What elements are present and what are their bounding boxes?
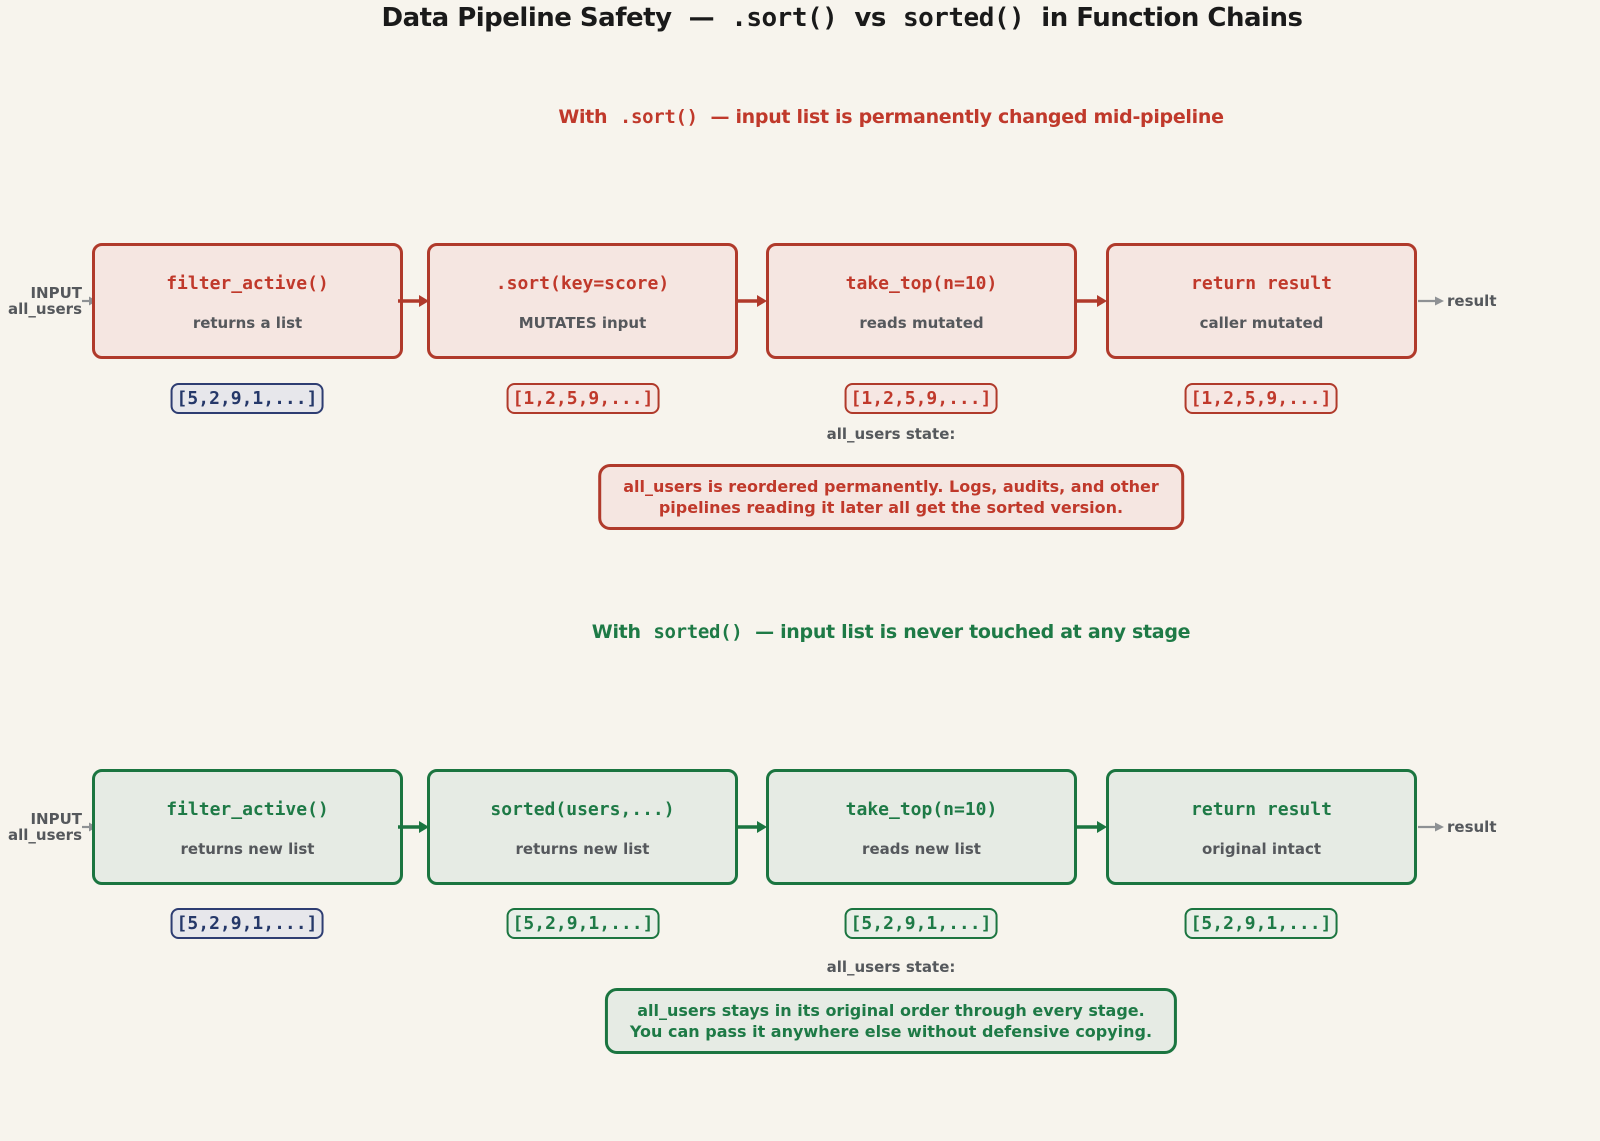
state-chip: [5,2,9,1,...] — [170, 908, 324, 939]
stage-subtitle: caller mutated — [1199, 314, 1324, 332]
flow-arrow-icon — [736, 821, 767, 833]
input-label: INPUT all_users — [4, 811, 82, 843]
state-chip: [5,2,9,1,...] — [506, 908, 660, 939]
flow-arrow-icon — [736, 295, 767, 307]
stage-subtitle: MUTATES input — [518, 314, 647, 332]
flow-arrow-icon — [398, 821, 429, 833]
callout-line2: pipelines reading it later all get the s… — [658, 498, 1124, 517]
stage-title: sorted(users,...) — [490, 799, 675, 820]
stage-title: filter_active() — [166, 273, 329, 294]
input-label-line2: all_users — [7, 826, 82, 844]
state-caption: all_users state: — [826, 425, 956, 443]
heading-text: — input list is permanently changed mid-… — [697, 106, 1224, 128]
flow-arrow-icon — [398, 295, 429, 307]
state-chip: [5,2,9,1,...] — [1184, 908, 1338, 939]
callout-sort-warning: all_users is reordered permanently. Logs… — [598, 464, 1184, 530]
heading-text: — input list is never touched at any sta… — [742, 621, 1191, 643]
flow-arrow-icon — [1076, 821, 1107, 833]
stage-title: return result — [1191, 273, 1332, 294]
input-label-line2: all_users — [7, 300, 82, 318]
stage-subtitle: original intact — [1201, 840, 1322, 858]
stage-box-filter-active: filter_active() returns a list — [92, 243, 403, 359]
callout-line1: all_users is reordered permanently. Logs… — [623, 477, 1159, 496]
section-heading-sorted: With sorted() — input list is never touc… — [591, 621, 1191, 643]
result-arrow-icon — [1418, 296, 1444, 306]
flow-arrow-icon — [1076, 295, 1107, 307]
result-arrow-icon — [1418, 822, 1444, 832]
callout-line1: all_users stays in its original order th… — [637, 1001, 1145, 1020]
heading-text: With — [591, 621, 654, 643]
stage-title: return result — [1191, 799, 1332, 820]
stage-box-return-result: return result caller mutated — [1106, 243, 1417, 359]
stage-box-sorted: sorted(users,...) returns new list — [427, 769, 738, 885]
callout-sorted-safe: all_users stays in its original order th… — [604, 988, 1178, 1054]
state-chip: [1,2,5,9,...] — [1184, 383, 1338, 414]
state-chip: [5,2,9,1,...] — [844, 908, 998, 939]
title-text: in Function Chains — [1024, 3, 1303, 33]
stage-subtitle: reads mutated — [859, 314, 984, 332]
page-title: Data Pipeline Safety — .sort() vs sorted… — [382, 3, 1303, 33]
stage-subtitle: returns new list — [515, 840, 650, 858]
result-label: result — [1447, 818, 1497, 836]
title-code-sorted: sorted() — [902, 3, 1025, 33]
stage-box-take-top: take_top(n=10) reads new list — [766, 769, 1077, 885]
stage-title: filter_active() — [166, 799, 329, 820]
input-label-line1: INPUT — [30, 810, 82, 828]
input-label: INPUT all_users — [4, 285, 82, 317]
title-text: Data Pipeline Safety — — [381, 3, 732, 33]
title-text: vs — [837, 3, 903, 33]
stage-box-filter-active: filter_active() returns new list — [92, 769, 403, 885]
result-label: result — [1447, 292, 1497, 310]
input-label-line1: INPUT — [30, 284, 82, 302]
state-chip: [5,2,9,1,...] — [170, 383, 324, 414]
stage-title: take_top(n=10) — [845, 273, 998, 294]
title-code-sort: .sort() — [731, 3, 838, 33]
state-caption: all_users state: — [826, 958, 956, 976]
stage-subtitle: returns a list — [192, 314, 303, 332]
heading-code: .sort() — [619, 106, 698, 128]
stage-box-take-top: take_top(n=10) reads mutated — [766, 243, 1077, 359]
stage-subtitle: returns new list — [180, 840, 315, 858]
stage-title: .sort(key=score) — [495, 273, 670, 294]
stage-box-sort: .sort(key=score) MUTATES input — [427, 243, 738, 359]
section-heading-sort: With .sort() — input list is permanently… — [558, 106, 1224, 128]
stage-box-return-result: return result original intact — [1106, 769, 1417, 885]
state-chip: [1,2,5,9,...] — [844, 383, 998, 414]
callout-line2: You can pass it anywhere else without de… — [629, 1022, 1153, 1041]
stage-title: take_top(n=10) — [845, 799, 998, 820]
heading-code: sorted() — [653, 621, 743, 643]
heading-text: With — [558, 106, 620, 128]
stage-subtitle: reads new list — [862, 840, 981, 858]
state-chip: [1,2,5,9,...] — [506, 383, 660, 414]
